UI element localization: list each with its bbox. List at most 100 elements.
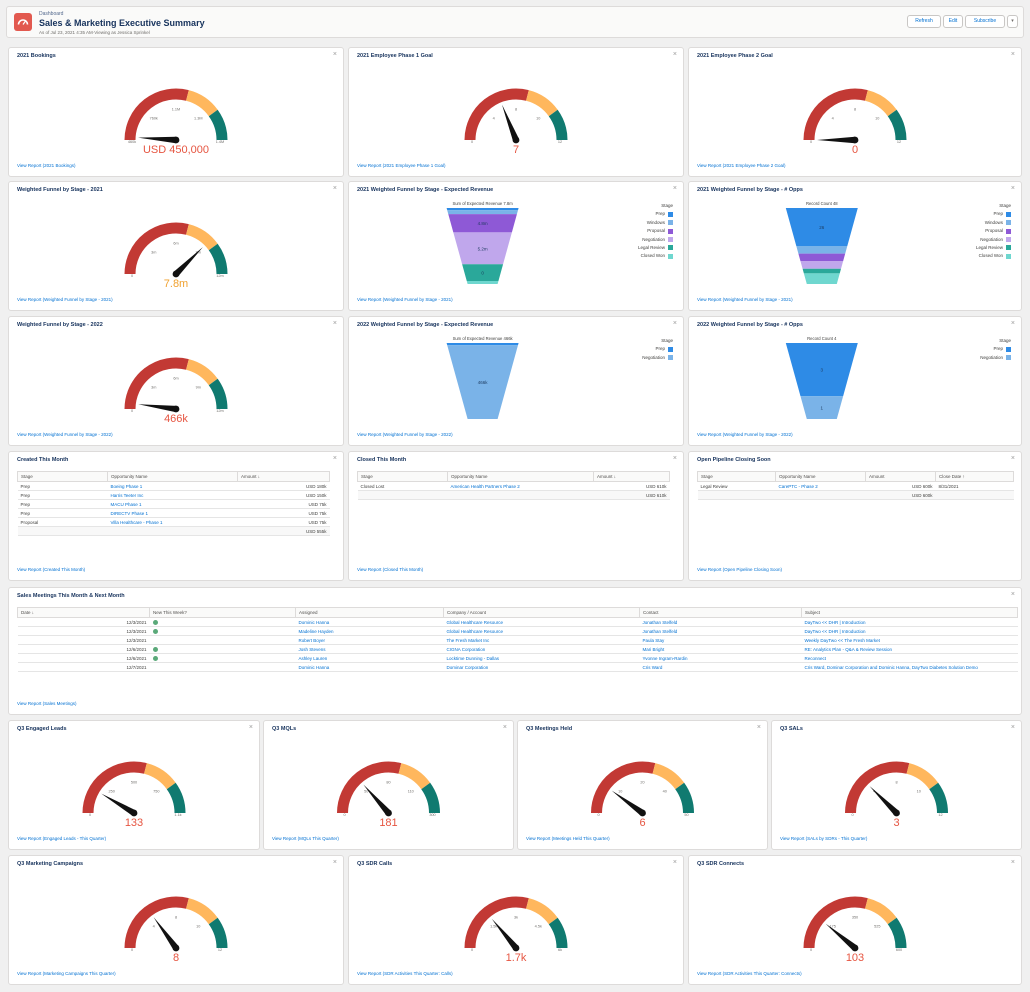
table-cell[interactable]: The Fresh Market Inc [443,635,640,645]
funnel-segment[interactable] [462,264,504,281]
table-cell[interactable]: Weekly DayTwo << The Fresh Market [801,635,1018,645]
funnel-segment[interactable] [800,396,844,419]
table-cell[interactable]: MACU Phase 1 [107,499,238,509]
column-header[interactable]: Amount [865,471,936,482]
close-icon[interactable]: × [332,455,337,462]
chevron-down-icon[interactable]: ▾ [1007,15,1018,28]
funnel-segment[interactable] [800,261,844,269]
table-cell[interactable]: American Health Partners Phase 2 [447,481,594,491]
column-header[interactable]: Amount ↓ [237,471,330,482]
table-cell[interactable]: Reconnect [801,653,1018,663]
table-cell[interactable]: Cris Ward, Dominar Corporation and Domin… [801,662,1018,672]
column-header[interactable]: Opportunity Name [447,471,594,482]
view-report-link[interactable]: View Report (Weighted Funnel by Stage - … [17,297,113,302]
column-header[interactable]: Close Date ↑ [935,471,1014,482]
table-cell[interactable]: CarePTC - Phase 2 [775,481,866,491]
table-cell[interactable]: Jonathan Stelfeld [639,626,802,636]
subscribe-button[interactable]: Subscribe [965,15,1005,28]
close-icon[interactable]: × [756,724,761,731]
view-report-link[interactable]: View Report (Weighted Funnel by Stage - … [697,297,793,302]
funnel-segment[interactable] [803,273,840,284]
table-cell[interactable]: Locktime Dunning - Dallas [443,653,640,663]
view-report-link[interactable]: View Report (SDR Activities This Quarter… [697,971,802,976]
funnel-segment[interactable] [466,280,499,284]
column-header[interactable]: Amount ↓ [593,471,670,482]
table-cell[interactable]: Dominic Hanna [295,662,444,672]
column-header[interactable]: Assigned [295,607,444,618]
funnel-segment[interactable] [446,343,519,346]
table-cell[interactable]: Villa Healthcare - Phase 1 [107,517,238,527]
close-icon[interactable]: × [1010,51,1015,58]
column-header[interactable]: Contact [639,607,802,618]
close-icon[interactable]: × [672,320,677,327]
close-icon[interactable]: × [672,859,677,866]
table-cell[interactable]: Josh Stevens [295,644,444,654]
table-cell[interactable]: Yvonne Ingram-Rardin [639,653,802,663]
table-cell[interactable]: Madeline Hayden [295,626,444,636]
table-cell[interactable]: Boeing Phase 1 [107,481,238,491]
view-report-link[interactable]: View Report (SALs by SDRs - This Quarter… [780,836,868,841]
view-report-link[interactable]: View Report (Weighted Funnel by Stage - … [17,432,113,437]
view-report-link[interactable]: View Report (Open Pipeline Closing Soon) [697,567,782,572]
close-icon[interactable]: × [332,185,337,192]
column-header[interactable]: Stage [357,471,448,482]
table-cell[interactable]: Cris Ward [639,662,802,672]
table-cell[interactable]: CIGNA Corporation [443,644,640,654]
view-report-link[interactable]: View Report (Weighted Funnel by Stage - … [357,432,453,437]
funnel-segment[interactable] [448,214,517,233]
close-icon[interactable]: × [502,724,507,731]
close-icon[interactable]: × [672,185,677,192]
view-report-link[interactable]: View Report (MQLs This Quarter) [272,836,339,841]
funnel-segment[interactable] [446,208,519,211]
table-cell[interactable]: Robert Boyer [295,635,444,645]
view-report-link[interactable]: View Report (Weighted Funnel by Stage - … [357,297,453,302]
view-report-link[interactable]: View Report (Weighted Funnel by Stage - … [697,432,793,437]
edit-button[interactable]: Edit [943,15,963,28]
funnel-segment[interactable] [447,345,518,419]
close-icon[interactable]: × [332,859,337,866]
view-report-link[interactable]: View Report (Sales Meetings) [17,701,77,706]
table-cell[interactable]: Dominar Corporation [443,662,640,672]
view-report-link[interactable]: View Report (Closed This Month) [357,567,424,572]
funnel-segment[interactable] [453,232,512,265]
close-icon[interactable]: × [332,51,337,58]
column-header[interactable]: Opportunity Name [775,471,866,482]
funnel-segment[interactable] [796,246,848,254]
column-header[interactable]: Subject [801,607,1018,618]
close-icon[interactable]: × [1010,455,1015,462]
table-cell[interactable]: Ashley Lauren [295,653,444,663]
close-icon[interactable]: × [1010,859,1015,866]
column-header[interactable]: Opportunity Name [107,471,238,482]
table-cell[interactable]: Paula Stay [639,635,802,645]
view-report-link[interactable]: View Report (2021 Employee Phase 1 Goal) [357,163,446,168]
column-header[interactable]: Stage [697,471,776,482]
funnel-segment[interactable] [802,268,841,274]
column-header[interactable]: Company / Account [443,607,640,618]
refresh-button[interactable]: Refresh [907,15,941,28]
table-cell[interactable]: RE: Analytics Plan - Q&A & Review Sessio… [801,644,1018,654]
table-cell[interactable]: Jonathan Stelfeld [639,617,802,627]
close-icon[interactable]: × [248,724,253,731]
close-icon[interactable]: × [1010,724,1015,731]
table-cell[interactable]: Harris Teeter Inc [107,490,238,500]
view-report-link[interactable]: View Report (2021 Employee Phase 2 Goal) [697,163,786,168]
table-cell[interactable]: Global Healthcare Resource [443,617,640,627]
view-report-link[interactable]: View Report (Meetings Held This Quarter) [526,836,610,841]
close-icon[interactable]: × [332,320,337,327]
table-cell[interactable]: Global Healthcare Resource [443,626,640,636]
view-report-link[interactable]: View Report (Marketing Campaigns This Qu… [17,971,116,976]
funnel-segment[interactable] [785,208,858,246]
funnel-segment[interactable] [785,343,858,397]
table-cell[interactable]: Dominic Hanna [295,617,444,627]
table-cell[interactable]: Mari Bright [639,644,802,654]
table-cell[interactable]: DayTwo << DHR | Introduction [801,626,1018,636]
funnel-segment[interactable] [447,210,518,215]
view-report-link[interactable]: View Report (2021 Bookings) [17,163,76,168]
close-icon[interactable]: × [672,51,677,58]
column-header[interactable]: Date ↓ [17,607,150,618]
view-report-link[interactable]: View Report (Created This Month) [17,567,86,572]
view-report-link[interactable]: View Report (SDR Activities This Quarter… [357,971,453,976]
column-header[interactable]: Stage [17,471,108,482]
table-cell[interactable]: DIRECTV Phase 1 [107,508,238,518]
close-icon[interactable]: × [1010,591,1015,598]
